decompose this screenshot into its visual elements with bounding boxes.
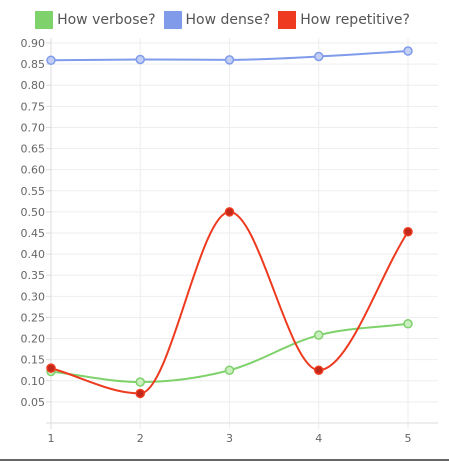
legend-item-repetitive[interactable]: How repetitive? — [278, 11, 410, 29]
y-tick-label: 0.45 — [21, 227, 46, 240]
data-point-dense — [224, 55, 235, 65]
data-point-dense — [314, 51, 324, 62]
y-tick-label: 0.85 — [21, 58, 46, 71]
legend-item-verbose[interactable]: How verbose? — [35, 11, 156, 29]
y-tick-label: 0.10 — [21, 375, 46, 388]
legend-swatch-verbose — [35, 11, 54, 29]
data-point-verbose — [224, 365, 235, 375]
y-tick-label: 0.65 — [21, 143, 46, 156]
y-tick-label: 0.55 — [21, 185, 46, 198]
x-tick-label: 2 — [137, 432, 144, 445]
legend-label-repetitive: How repetitive? — [300, 12, 410, 28]
y-tick-label: 0.05 — [21, 396, 46, 409]
y-tick-label: 0.80 — [21, 79, 46, 92]
y-tick-label: 0.40 — [21, 248, 46, 261]
legend: How verbose? How dense? How repetitive? — [0, 8, 449, 32]
data-point-repetitive — [314, 365, 324, 375]
data-point-verbose — [403, 319, 413, 329]
x-tick-label: 3 — [226, 432, 233, 445]
y-tick-label: 0.25 — [21, 311, 46, 324]
legend-label-dense: How dense? — [185, 12, 271, 28]
data-point-dense — [46, 55, 56, 66]
x-tick-label: 1 — [48, 432, 55, 445]
data-point-dense — [135, 54, 145, 65]
data-point-verbose — [135, 377, 145, 387]
data-point-repetitive — [224, 207, 235, 217]
legend-item-dense[interactable]: How dense? — [163, 11, 271, 29]
y-tick-label: 0.70 — [21, 121, 46, 134]
y-tick-label: 0.15 — [21, 354, 46, 367]
legend-swatch-dense — [163, 11, 182, 29]
y-tick-label: 0.60 — [21, 164, 46, 177]
y-tick-label: 0.75 — [21, 100, 46, 113]
bottom-divider — [0, 459, 449, 461]
x-tick-label: 4 — [315, 432, 322, 445]
data-point-verbose — [314, 330, 324, 340]
data-point-dense — [403, 46, 413, 56]
data-point-repetitive — [403, 226, 413, 237]
data-point-repetitive — [135, 388, 145, 399]
y-tick-label: 0.90 — [21, 37, 46, 50]
y-tick-label: 0.20 — [21, 333, 46, 346]
y-tick-label: 0.35 — [21, 269, 46, 282]
y-tick-label: 0.50 — [21, 206, 46, 219]
y-tick-label: 0.30 — [21, 290, 46, 303]
x-tick-label: 5 — [405, 432, 412, 445]
legend-swatch-repetitive — [278, 11, 297, 29]
legend-label-verbose: How verbose? — [57, 12, 156, 28]
data-point-repetitive — [46, 363, 56, 373]
